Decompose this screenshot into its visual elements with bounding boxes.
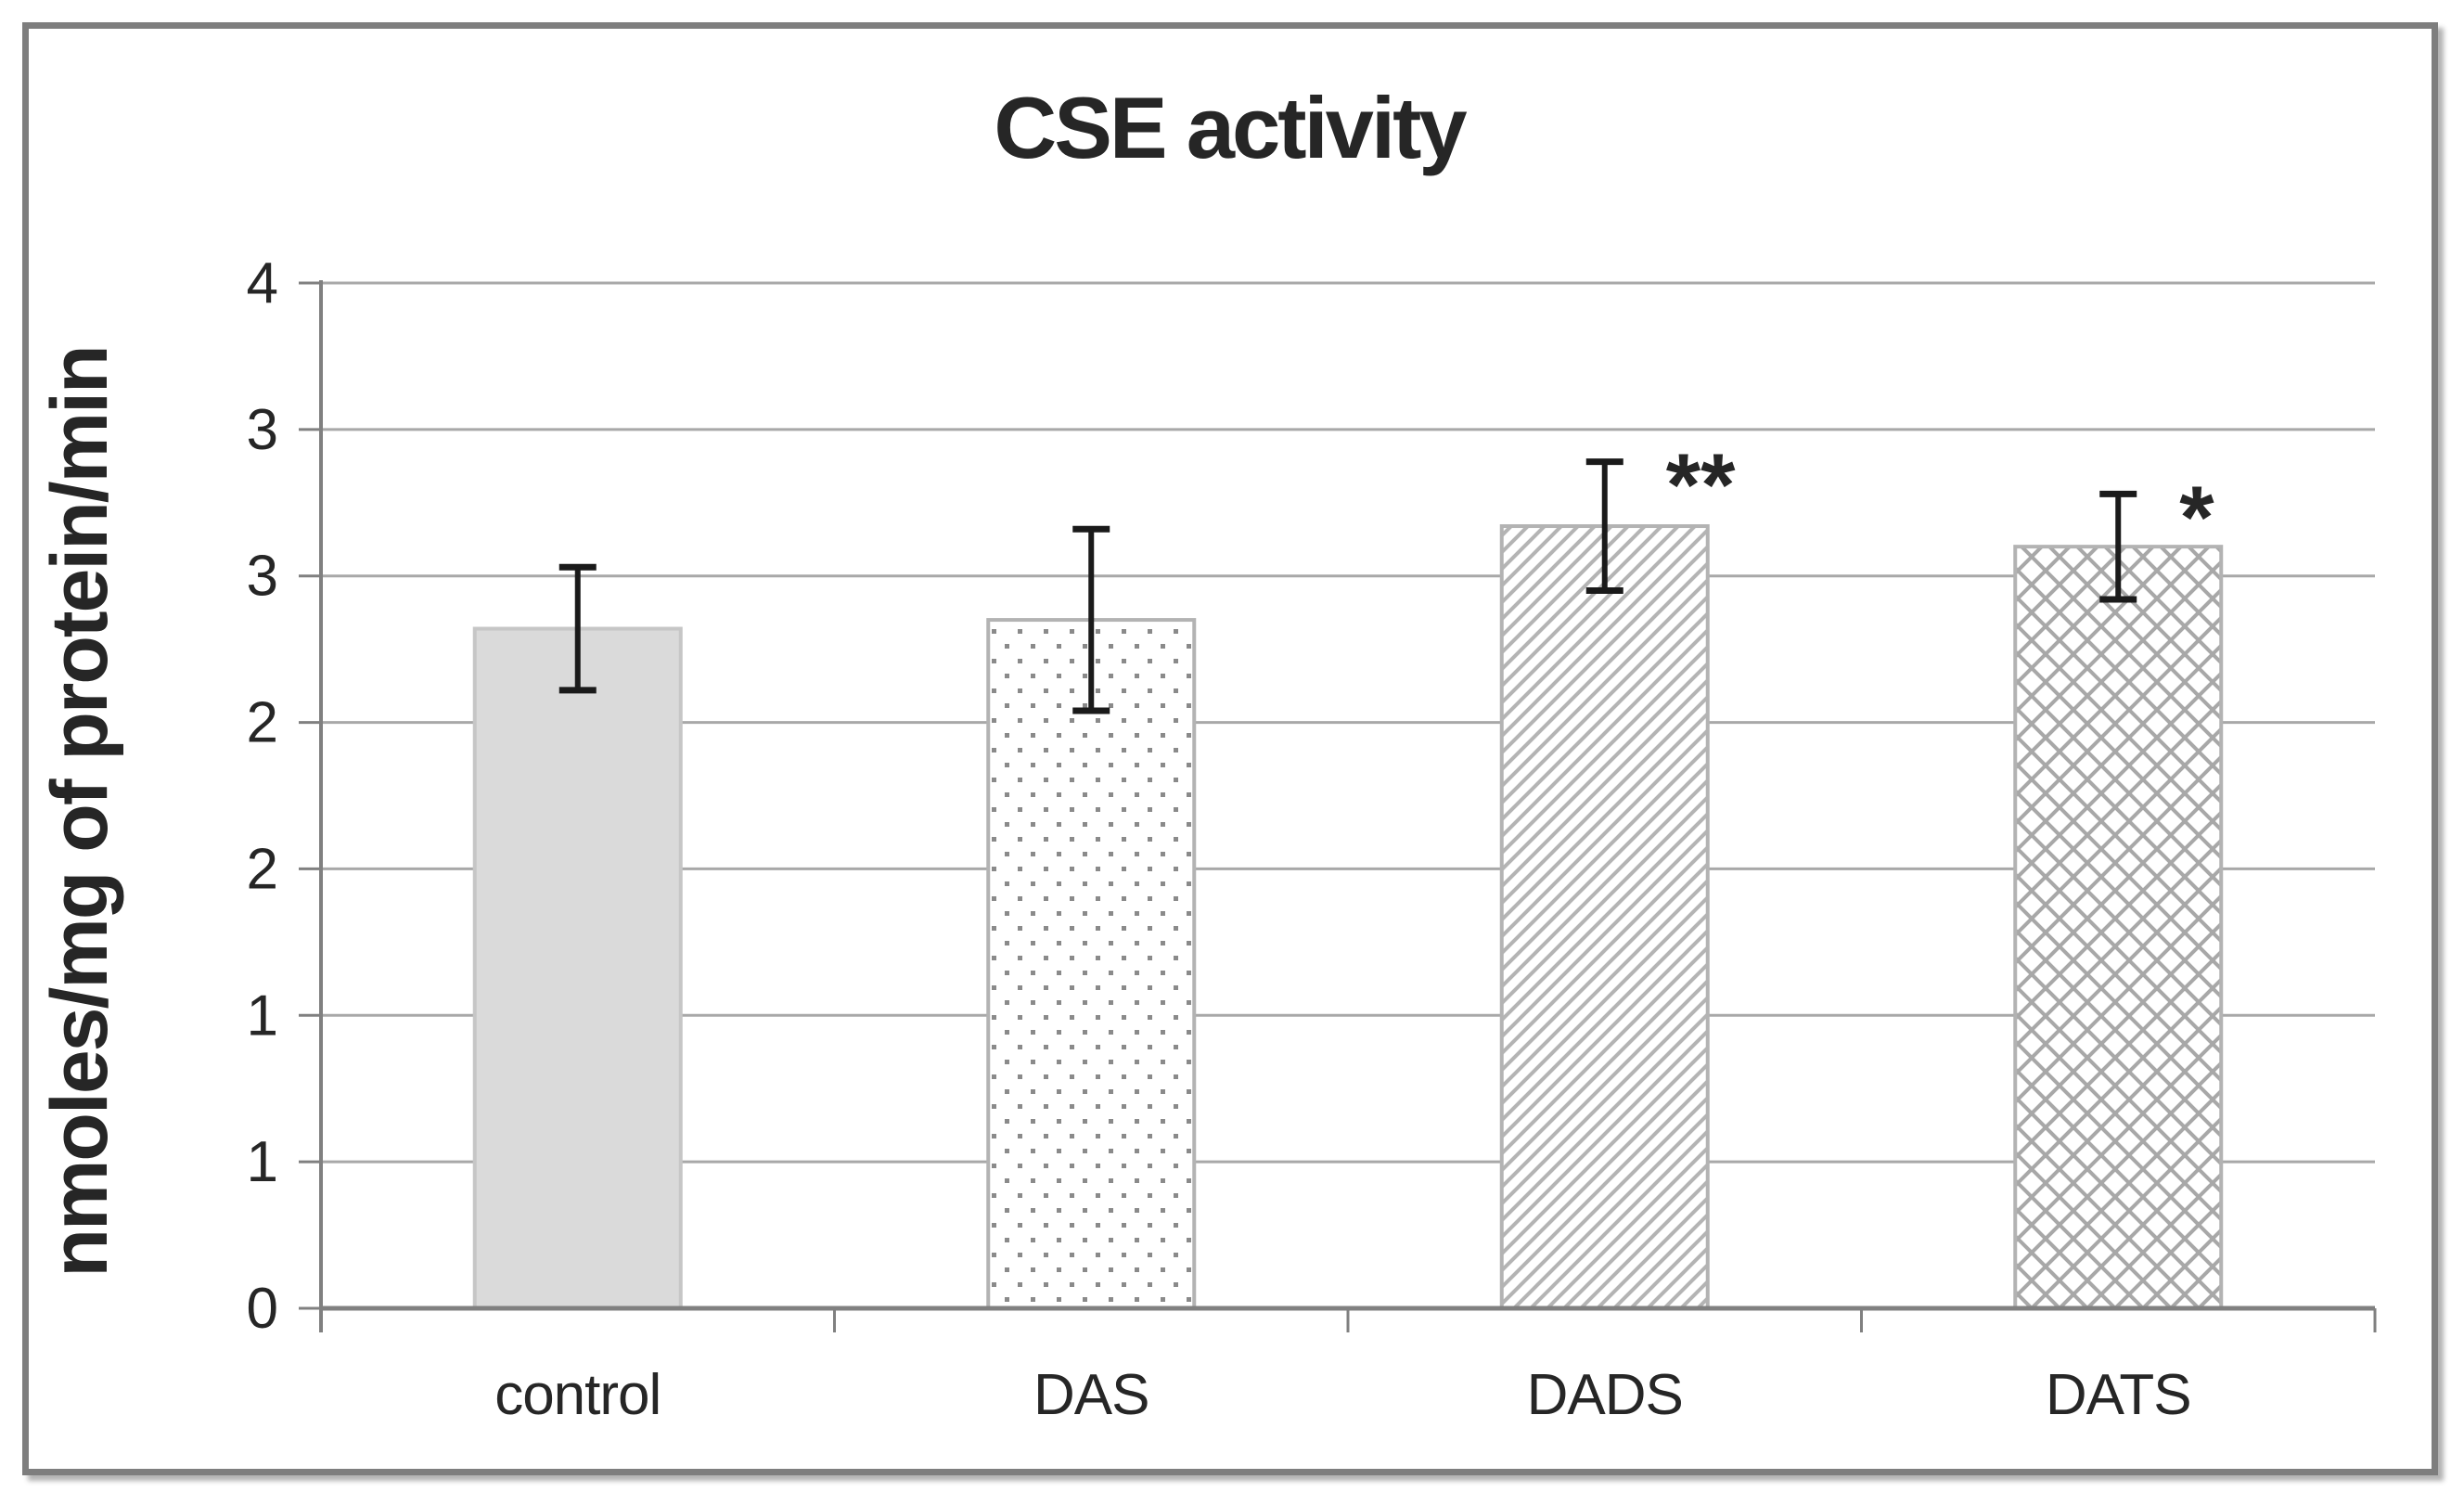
y-tick-label: 1	[247, 984, 278, 1048]
bar-DATS	[2013, 545, 2224, 1310]
bar-DADS	[1499, 524, 1710, 1310]
significance-marker: **	[1666, 436, 1736, 535]
x-tick-label: DATS	[2046, 1363, 2191, 1427]
x-axis-labels-group: control DAS DADS DATS	[494, 1363, 2191, 1427]
chart-title: CSE activity	[994, 79, 1467, 176]
y-tick-label: 3	[247, 545, 278, 609]
x-tick-label: DAS	[1033, 1363, 1149, 1427]
significance-markers-group: ** *	[1666, 436, 2215, 568]
y-tick-label: 2	[247, 691, 278, 755]
x-tick-label: control	[494, 1363, 661, 1427]
error-bars-group	[558, 458, 2137, 714]
y-tick-label: 1	[247, 1130, 278, 1194]
bar-control	[472, 626, 683, 1310]
y-tick-label: 2	[247, 837, 278, 901]
x-tick-label: DADS	[1527, 1363, 1683, 1427]
y-tick-label: 3	[247, 398, 278, 462]
y-tick-label: 4	[247, 251, 278, 315]
y-tick-label: 0	[247, 1277, 278, 1341]
bars-group	[472, 524, 2224, 1310]
y-axis-title: nmoles/mg of protein/min	[35, 346, 124, 1277]
bar-DAS	[986, 618, 1197, 1310]
axes-group	[299, 280, 2377, 1332]
y-axis-labels-group: 0 1 1 2 2 3 3 4	[247, 251, 278, 1341]
significance-marker: *	[2179, 468, 2214, 567]
